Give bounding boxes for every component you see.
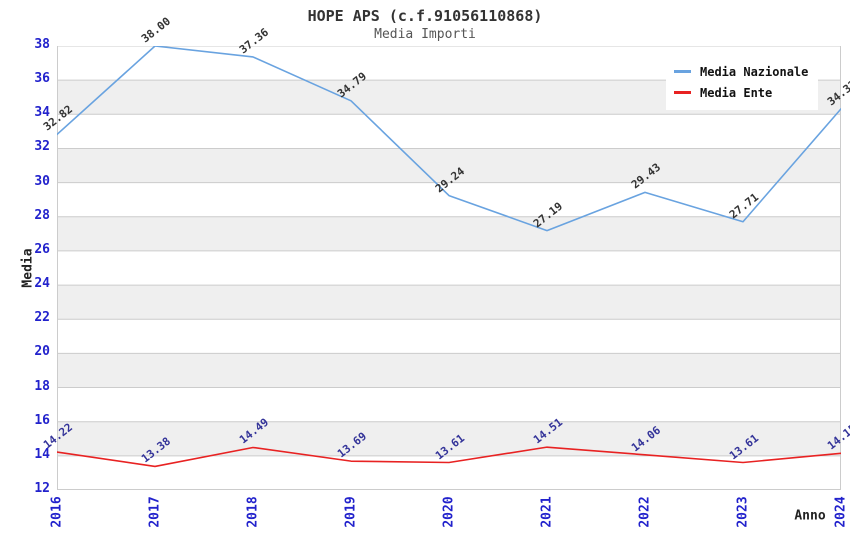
x-tick-label: 2020 [441,496,457,528]
y-tick-label: 16 [34,412,50,428]
x-tick-label: 2017 [147,496,163,528]
x-tick-label: 2019 [343,496,359,528]
x-tick-label: 2023 [735,496,751,528]
y-tick-label: 34 [34,105,50,121]
x-tick-label: 2016 [49,496,65,528]
plot-area [57,46,841,490]
x-tick-label: 2018 [245,496,261,528]
x-tick-label: 2024 [833,496,849,528]
y-tick-label: 38 [34,37,50,52]
y-tick-label: 14 [34,446,50,462]
x-axis-title: Anno [794,508,826,524]
plot-svg [57,46,841,490]
y-tick-label: 24 [34,276,50,292]
chart-subtitle: Media Importi [374,27,476,42]
legend-item-media-ente[interactable]: Media Ente [674,82,808,103]
x-tick-label: 2022 [637,496,653,528]
legend-label: Media Nazionale [700,64,809,79]
y-tick-label: 28 [34,207,50,223]
x-tick-label: 2021 [539,496,555,528]
y-tick-label: 36 [34,71,50,87]
y-tick-label: 30 [34,173,50,189]
legend-label: Media Ente [700,85,773,100]
chart-title: HOPE APS (c.f.91056110868) [307,7,543,25]
legend-item-media-nazionale[interactable]: Media Nazionale [674,61,808,82]
y-tick-label: 18 [34,378,50,394]
y-tick-label: 12 [34,481,50,496]
line-swatch-icon [674,91,691,94]
line-swatch-icon [674,70,691,73]
y-tick-label: 20 [34,344,50,360]
legend: Media Nazionale Media Ente [666,56,819,110]
y-tick-label: 32 [34,139,50,155]
y-tick-label: 26 [34,241,50,257]
y-tick-label: 22 [34,310,50,326]
